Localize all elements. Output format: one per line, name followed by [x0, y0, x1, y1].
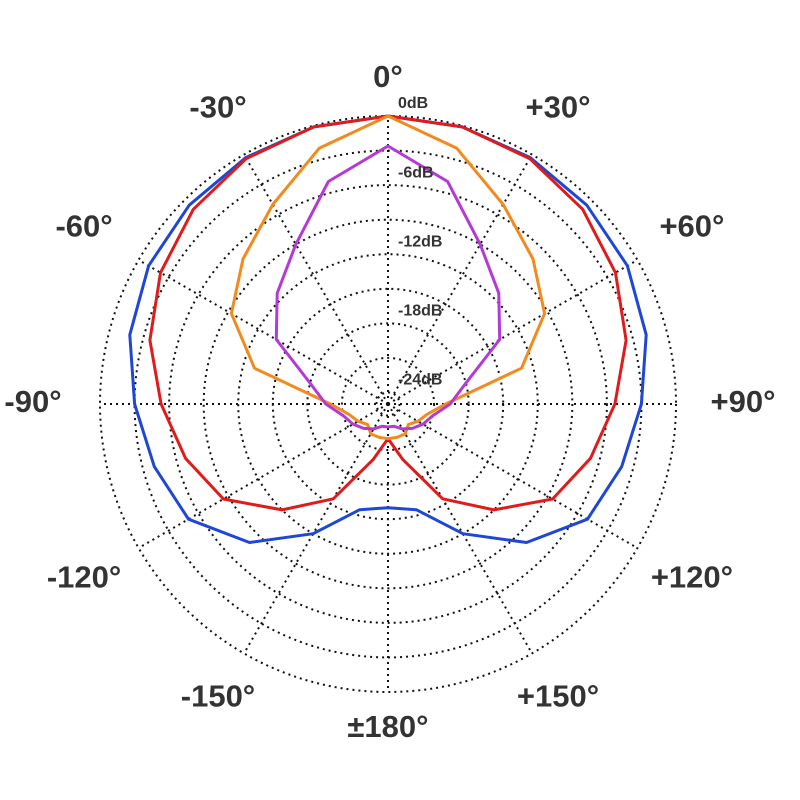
- angle-label: +150°: [517, 679, 599, 714]
- angle-label: -90°: [4, 384, 61, 419]
- grid-spoke: [387, 403, 638, 549]
- r-tick-label: -18dB: [398, 303, 442, 320]
- angle-label: +90°: [711, 384, 776, 419]
- r-tick-label: -24dB: [398, 372, 442, 389]
- pattern-line: [229, 114, 547, 441]
- grid-spoke: [243, 154, 389, 405]
- angle-label: +30°: [526, 90, 591, 125]
- r-tick-label: 0dB: [398, 95, 428, 112]
- grid-spoke: [138, 259, 389, 405]
- pattern-line: [274, 144, 502, 431]
- grid-circle: [168, 184, 608, 624]
- grid-spoke: [243, 403, 389, 654]
- r-tick-label: -12dB: [398, 233, 442, 250]
- angle-label: +60°: [659, 209, 724, 244]
- grid-circle: [340, 356, 436, 452]
- angle-label: -30°: [189, 90, 246, 125]
- grid-spoke: [387, 154, 533, 405]
- r-tick-label: -6dB: [398, 164, 434, 181]
- grid-spoke: [387, 259, 638, 405]
- angle-label: -120°: [47, 560, 121, 595]
- grid-spoke: [138, 403, 389, 549]
- angle-label: -60°: [55, 209, 112, 244]
- angle-label: ±180°: [347, 709, 428, 744]
- grid-circle: [202, 218, 574, 590]
- grid-spoke: [387, 403, 533, 654]
- grid-circle: [306, 322, 470, 486]
- angle-label: -150°: [181, 679, 255, 714]
- angle-label: +120°: [651, 560, 733, 595]
- grid-circle: [237, 253, 539, 555]
- grid-circle: [375, 391, 401, 417]
- angle-label: 0°: [373, 59, 403, 94]
- pattern-line: [128, 114, 648, 544]
